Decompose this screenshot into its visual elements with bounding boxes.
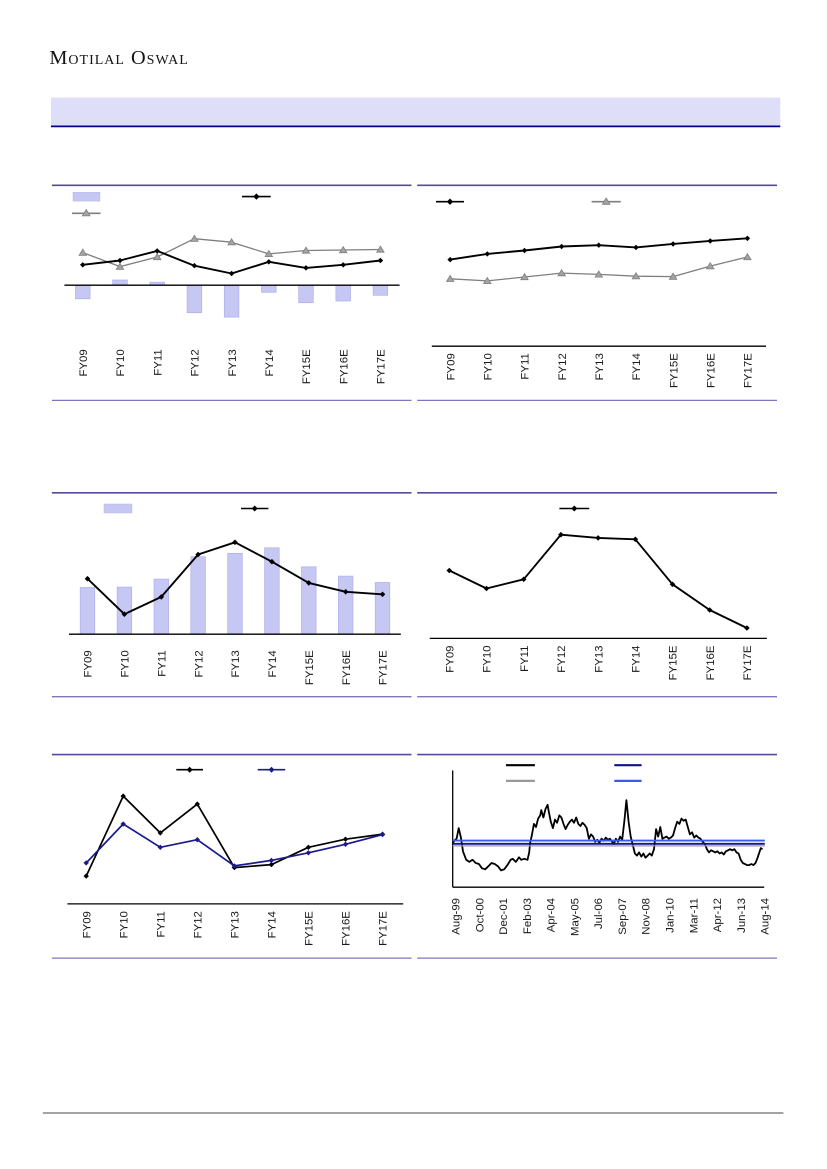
svg-text:FY09: FY09 (78, 349, 90, 376)
svg-text:FY10: FY10 (483, 353, 495, 380)
svg-text:FY14: FY14 (267, 650, 279, 677)
svg-text:Jul-06: Jul-06 (593, 898, 605, 929)
svg-text:FY12: FY12 (193, 650, 205, 677)
svg-text:FY12: FY12 (556, 646, 568, 673)
svg-text:Oct-00: Oct-00 (474, 898, 486, 932)
svg-text:FY10: FY10 (120, 650, 132, 677)
svg-text:FY17E: FY17E (376, 349, 388, 384)
svg-text:FY09: FY09 (445, 353, 457, 380)
svg-text:FY14: FY14 (264, 349, 276, 376)
svg-text:FY14: FY14 (631, 353, 643, 380)
svg-text:FY12: FY12 (190, 349, 202, 376)
svg-text:FY11: FY11 (156, 911, 168, 937)
svg-text:FY16E: FY16E (705, 645, 717, 680)
svg-text:FY17E: FY17E (378, 911, 390, 946)
svg-text:FY14: FY14 (631, 646, 643, 673)
svg-text:FY13: FY13 (594, 353, 606, 380)
svg-text:FY10: FY10 (482, 646, 494, 673)
svg-text:FY15E: FY15E (668, 353, 680, 388)
svg-text:FY11: FY11 (520, 353, 532, 379)
svg-text:Jan-10: Jan-10 (665, 898, 677, 933)
svg-text:FY15E: FY15E (668, 645, 680, 680)
svg-text:Jun-13: Jun-13 (736, 898, 748, 933)
svg-text:Dec-01: Dec-01 (498, 898, 510, 935)
svg-text:FY13: FY13 (593, 646, 605, 673)
svg-text:FY12: FY12 (193, 911, 205, 938)
svg-text:FY11: FY11 (157, 650, 169, 676)
svg-text:Apr-04: Apr-04 (546, 898, 558, 932)
svg-text:FY16E: FY16E (706, 353, 718, 388)
svg-text:FY16E: FY16E (341, 911, 353, 946)
svg-text:FY13: FY13 (230, 650, 242, 677)
svg-text:FY09: FY09 (81, 911, 93, 938)
svg-text:FY17E: FY17E (742, 645, 754, 680)
svg-text:May-05: May-05 (569, 898, 581, 936)
svg-text:Aug-99: Aug-99 (451, 898, 463, 935)
svg-text:FY11: FY11 (519, 646, 531, 672)
svg-text:FY13: FY13 (230, 911, 242, 938)
svg-text:FY09: FY09 (445, 646, 457, 673)
svg-text:FY09: FY09 (83, 650, 95, 677)
svg-text:FY10: FY10 (115, 349, 127, 376)
svg-text:FY17E: FY17E (378, 650, 390, 685)
svg-text:FY15E: FY15E (304, 650, 316, 685)
svg-text:FY17E: FY17E (743, 353, 755, 388)
svg-text:FY13: FY13 (227, 349, 239, 376)
svg-text:FY15E: FY15E (304, 911, 316, 946)
svg-text:FY16E: FY16E (341, 650, 353, 685)
svg-text:Mar-11: Mar-11 (688, 898, 700, 933)
svg-text:Aug-14: Aug-14 (760, 898, 772, 935)
svg-text:FY10: FY10 (118, 911, 130, 938)
svg-text:FY15E: FY15E (301, 349, 313, 384)
svg-text:Apr-12: Apr-12 (712, 898, 724, 932)
svg-text:FY16E: FY16E (338, 349, 350, 384)
svg-text:FY12: FY12 (557, 353, 569, 380)
svg-text:FY14: FY14 (267, 911, 279, 938)
svg-text:Nov-08: Nov-08 (641, 898, 653, 935)
svg-text:Motilal Oswal: Motilal Oswal (49, 47, 188, 69)
svg-text:FY11: FY11 (152, 349, 164, 375)
svg-text:Feb-03: Feb-03 (522, 898, 534, 934)
svg-text:Sep-07: Sep-07 (617, 898, 629, 935)
